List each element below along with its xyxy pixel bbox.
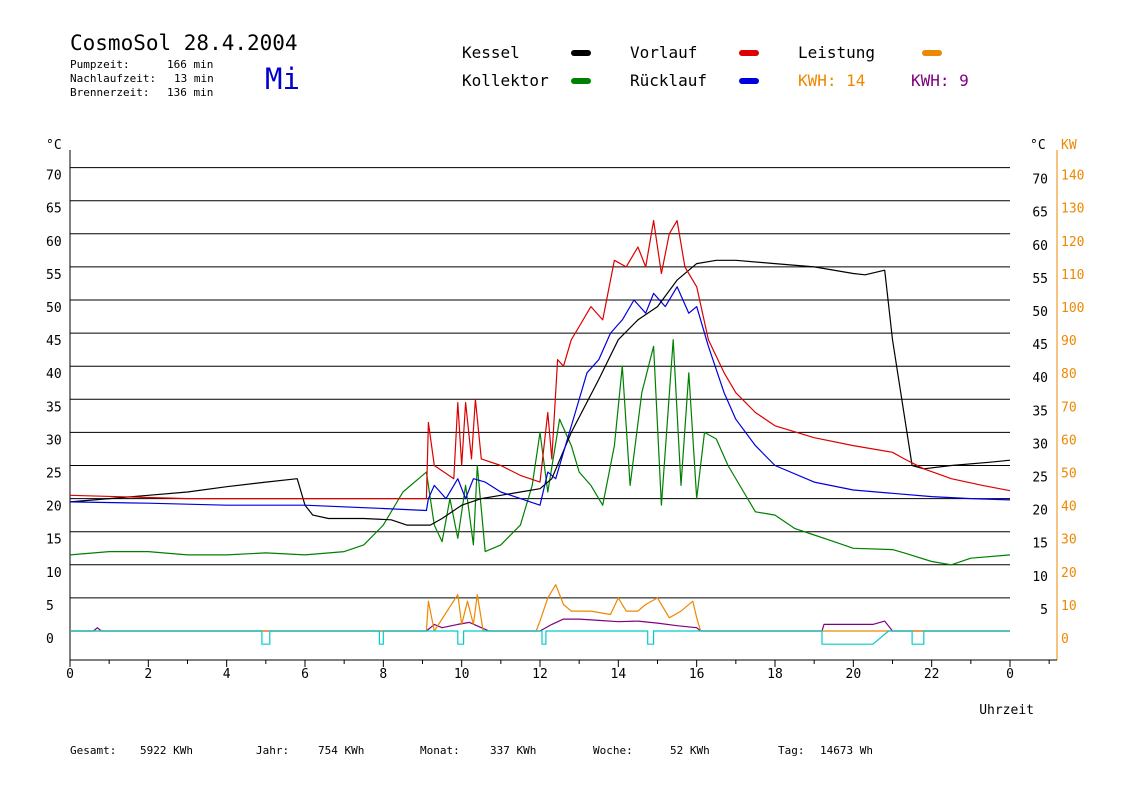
y-tick-label-right: 40 bbox=[1032, 371, 1048, 386]
legend-kollektor-label: Kollektor bbox=[462, 71, 549, 90]
y-tick-label-right: 65 bbox=[1032, 206, 1048, 221]
x-tick-label: 2 bbox=[144, 667, 152, 682]
y-tick-label-power: 120 bbox=[1061, 235, 1084, 250]
y-tick-label-left: 45 bbox=[46, 334, 62, 349]
x-tick-label: 6 bbox=[301, 667, 309, 682]
legend-kessel-swatch bbox=[571, 50, 591, 56]
stat-pumpzeit-value: 166 min bbox=[167, 58, 214, 71]
y-tick-label-left: 0 bbox=[46, 632, 54, 647]
series-r-cklauf bbox=[69, 286, 1011, 512]
y-tick-label-power: 10 bbox=[1061, 599, 1077, 614]
stat-nachlaufzeit-value: 13 min bbox=[174, 72, 214, 85]
legend-leistung-swatch bbox=[922, 50, 942, 56]
y-tick-label-left: 15 bbox=[46, 533, 62, 548]
y-tick-label-power: 20 bbox=[1061, 566, 1077, 581]
series-vorlauf bbox=[69, 220, 1011, 500]
y-axis-unit-left: °C bbox=[46, 138, 62, 153]
x-tick-label: 0 bbox=[1006, 667, 1014, 682]
stat-pumpzeit-label: Pumpzeit: bbox=[70, 58, 130, 71]
legend-kwh2-label: KWH: 9 bbox=[911, 71, 969, 90]
y-tick-label-right: 10 bbox=[1032, 570, 1048, 585]
weekday-label: Mi bbox=[265, 62, 300, 96]
footer-monat-value: 337 KWh bbox=[490, 744, 537, 757]
y-tick-label-power: 80 bbox=[1061, 367, 1077, 382]
y-tick-label-left: 55 bbox=[46, 268, 62, 283]
y-tick-label-left: 70 bbox=[46, 169, 62, 184]
y-tick-label-right: 5 bbox=[1040, 603, 1048, 618]
y-tick-label-left: 35 bbox=[46, 400, 62, 415]
y-tick-label-right: 70 bbox=[1032, 173, 1048, 188]
footer-tag-label: Tag: bbox=[778, 744, 805, 757]
y-tick-label-left: 5 bbox=[46, 599, 54, 614]
footer-tag-value: 14673 Wh bbox=[820, 744, 873, 757]
y-tick-label-left: 40 bbox=[46, 367, 62, 382]
footer-woche-label: Woche: bbox=[593, 744, 633, 757]
legend-vorlauf-swatch bbox=[739, 50, 759, 56]
stat-nachlaufzeit-label: Nachlaufzeit: bbox=[70, 72, 157, 85]
stat-brennerzeit-value: 136 min bbox=[167, 86, 214, 99]
legend-ruecklauf-label: Rücklauf bbox=[630, 71, 708, 90]
legend-kollektor-swatch bbox=[571, 78, 591, 84]
series-kessel bbox=[69, 259, 1011, 526]
y-tick-label-left: 60 bbox=[46, 235, 62, 250]
y-tick-label-right: 30 bbox=[1032, 437, 1048, 452]
stat-brennerzeit-label: Brennerzeit: bbox=[70, 86, 150, 99]
legend-leistung-label: Leistung bbox=[798, 43, 876, 62]
y-tick-label-power: 70 bbox=[1061, 400, 1077, 415]
y-tick-label-power: 40 bbox=[1061, 500, 1077, 515]
y-tick-label-right: 15 bbox=[1032, 537, 1048, 552]
y-tick-label-left: 30 bbox=[46, 433, 62, 448]
series-pumpe bbox=[70, 630, 1010, 645]
y-tick-label-left: 50 bbox=[46, 301, 62, 316]
y-tick-label-power: 30 bbox=[1061, 533, 1077, 548]
series-kollektor bbox=[69, 339, 1011, 566]
x-tick-label: 12 bbox=[532, 667, 548, 682]
y-tick-label-power: 90 bbox=[1061, 334, 1077, 349]
footer-woche-value: 52 KWh bbox=[670, 744, 710, 757]
series-leistung bbox=[70, 584, 1010, 632]
footer-jahr-label: Jahr: bbox=[256, 744, 290, 757]
y-tick-label-power: 130 bbox=[1061, 202, 1084, 217]
x-tick-label: 14 bbox=[611, 667, 627, 682]
footer-monat-label: Monat: bbox=[420, 744, 460, 757]
y-tick-label-left: 25 bbox=[46, 467, 62, 482]
legend-vorlauf-label: Vorlauf bbox=[630, 43, 698, 62]
x-tick-label: 18 bbox=[767, 667, 783, 682]
footer-jahr-value: 754 KWh bbox=[318, 744, 365, 757]
x-tick-label: 4 bbox=[223, 667, 231, 682]
legend-kwh1-label: KWH: 14 bbox=[798, 71, 866, 90]
y-tick-label-power: 100 bbox=[1061, 301, 1084, 316]
y-tick-label-right: 60 bbox=[1032, 239, 1048, 254]
x-tick-label: 0 bbox=[66, 667, 74, 682]
y-tick-label-left: 65 bbox=[46, 202, 62, 217]
y-tick-label-right: 20 bbox=[1032, 504, 1048, 519]
x-tick-label: 8 bbox=[379, 667, 387, 682]
x-tick-label: 10 bbox=[454, 667, 470, 682]
y-tick-label-right: 35 bbox=[1032, 404, 1048, 419]
x-axis-title: Uhrzeit bbox=[979, 703, 1034, 718]
y-axis-unit-right: °C bbox=[1030, 138, 1046, 153]
legend-kessel-label: Kessel bbox=[462, 43, 520, 62]
x-tick-label: 22 bbox=[924, 667, 940, 682]
y-tick-label-power: 0 bbox=[1061, 632, 1069, 647]
legend-ruecklauf-swatch bbox=[739, 78, 759, 84]
footer-gesamt-label: Gesamt: bbox=[70, 744, 117, 757]
y-tick-label-right: 25 bbox=[1032, 471, 1048, 486]
y-tick-label-right: 50 bbox=[1032, 305, 1048, 320]
y-tick-label-power: 110 bbox=[1061, 268, 1084, 283]
x-tick-label: 16 bbox=[689, 667, 705, 682]
page-title: CosmoSol 28.4.2004 bbox=[70, 31, 298, 55]
y-tick-label-power: 50 bbox=[1061, 467, 1077, 482]
y-tick-label-left: 10 bbox=[46, 566, 62, 581]
y-axis-unit-power: KW bbox=[1061, 138, 1077, 153]
series-kwh-9 bbox=[70, 618, 1010, 632]
x-tick-label: 20 bbox=[846, 667, 862, 682]
y-tick-label-right: 45 bbox=[1032, 338, 1048, 353]
y-tick-label-right: 55 bbox=[1032, 272, 1048, 287]
y-tick-label-power: 140 bbox=[1061, 169, 1084, 184]
y-tick-label-power: 60 bbox=[1061, 433, 1077, 448]
footer-gesamt-value: 5922 KWh bbox=[140, 744, 193, 757]
y-tick-label-left: 20 bbox=[46, 500, 62, 515]
